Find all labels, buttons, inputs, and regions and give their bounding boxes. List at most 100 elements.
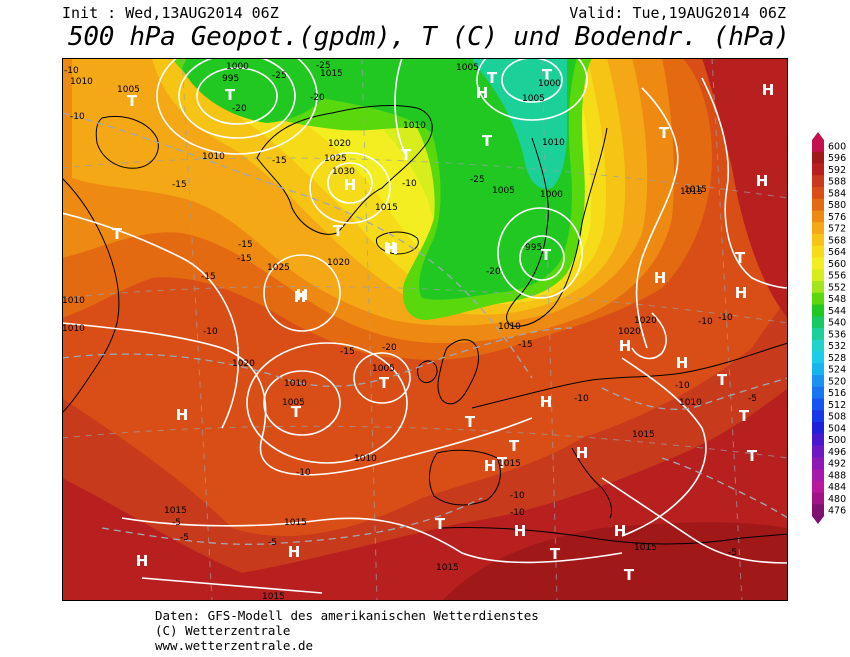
isobar-1020-east (631, 312, 667, 360)
isotherm-label: -10 (64, 66, 79, 76)
isobar-label: 1020 (634, 316, 657, 326)
band-592-east (702, 58, 788, 318)
pressure-centers: H H H H H H H H H H H H H H H H H H H H … (112, 66, 774, 584)
colorbar-swatch (812, 257, 824, 270)
isotherm-label: -10 (718, 313, 733, 323)
low-label: T (112, 225, 123, 243)
high-label: H (384, 239, 397, 257)
isotherm-label: -20 (232, 104, 247, 114)
isobar-low-scand-1 (519, 235, 565, 281)
color-scale: 6005965925885845805765725685645605565525… (812, 132, 846, 524)
colorbar-swatch (812, 375, 824, 388)
colorbar-swatch (812, 198, 824, 211)
colorbar-swatch (812, 433, 824, 446)
colorbar-swatch (812, 210, 824, 223)
colorbar-label: 536 (828, 329, 846, 340)
colorbar-swatch (812, 140, 824, 153)
low-label: T (550, 545, 561, 563)
low-label: T (542, 66, 553, 84)
high-label: H (344, 176, 357, 194)
isobar-label: 1010 (403, 121, 426, 131)
isobar-low-nw-3 (156, 58, 318, 155)
isobar-label: 1015 (632, 430, 655, 440)
isobar-label: 1005 (456, 63, 479, 73)
colorbar-swatch (812, 445, 824, 458)
isobar-label: 1015 (262, 592, 285, 601)
isotherm-label: -10 (698, 317, 713, 327)
colorbar-label: 556 (828, 271, 846, 282)
colorbar-swatch (812, 222, 824, 235)
isobar-label: 1025 (267, 263, 290, 273)
isobar-1010-west (62, 322, 533, 476)
footer: Daten: GFS-Modell des amerikanischen Wet… (155, 608, 539, 653)
colorbar-label: 588 (828, 177, 846, 188)
colorbar-swatch (812, 292, 824, 305)
isobar-low-nw-2 (178, 58, 296, 139)
colorbar-label: 488 (828, 470, 846, 481)
isobar-high-greenland-1 (327, 162, 373, 204)
isobar-label: 1020 (328, 139, 351, 149)
isobar-label: 1020 (618, 327, 641, 337)
colorbar-label: 552 (828, 282, 846, 293)
isobar-labels: 1010 1005 1010 1000 995 1015 1005 1005 1… (62, 62, 707, 601)
colorbar-label: 580 (828, 200, 846, 211)
low-label: T (541, 246, 552, 264)
colorbar-label: 484 (828, 482, 846, 493)
colorbar-swatch (812, 351, 824, 364)
low-label: T (624, 566, 635, 584)
colorbar-swatch (812, 504, 824, 517)
isobar-label: 1015 (436, 563, 459, 573)
low-label: T (497, 454, 508, 472)
europe-coast (471, 342, 788, 409)
isobar-label: 1015 (320, 69, 343, 79)
isotherm-label: -15 (172, 180, 187, 190)
low-label: T (401, 146, 412, 164)
isotherm-label: -25 (470, 175, 485, 185)
isobar-1010-east (635, 87, 679, 349)
high-label: H (762, 81, 775, 99)
north-america-coast (62, 177, 120, 414)
isobar-label: 1005 (522, 94, 545, 104)
isobar-1010-se (621, 357, 707, 537)
low-label: T (717, 371, 728, 389)
colorbar-swatch (812, 386, 824, 399)
isotherm-label: -10 (510, 491, 525, 501)
isotherm-label: -15 (237, 254, 252, 264)
low-label: T (509, 437, 520, 455)
isotherm-label: -5 (180, 533, 189, 543)
low-label: T (379, 374, 390, 392)
weather-map: H H H H H H H H H H H H H H H H H H H H … (62, 58, 788, 601)
isotherm-labels: -10 -10 -25 -15 -15 -15 -15 -10 -15 -20 … (64, 61, 757, 558)
isotherm-label: -15 (201, 272, 216, 282)
isobar-label: 1000 (226, 62, 249, 72)
colorbar-swatch (812, 410, 824, 423)
isobar-low-north-1 (501, 58, 563, 103)
isobar-label: 1000 (540, 190, 563, 200)
isobar-label: 1025 (324, 154, 347, 164)
isobar-low-mid (353, 352, 411, 404)
isotherm-label: -10 (402, 179, 417, 189)
colorbar-label: 476 (828, 506, 846, 517)
low-label: T (487, 69, 498, 87)
isobar-label: 1020 (327, 258, 350, 268)
isotherm-label: -20 (486, 267, 501, 277)
isobar-high-greenland-2 (309, 152, 391, 224)
colorbar-label: 492 (828, 459, 846, 470)
colorbar-label: 508 (828, 412, 846, 423)
isobar-1015-south (121, 517, 623, 564)
canadian-islands (95, 115, 159, 169)
high-label: H (476, 84, 489, 102)
colorbar-swatch (812, 163, 824, 176)
isobar-label: 1015 (164, 506, 187, 516)
colorbar-label: 500 (828, 435, 846, 446)
isobar-1015-se (601, 477, 788, 564)
high-label: H (619, 337, 632, 355)
isotherm-label: -15 (518, 340, 533, 350)
colorbar-label: 560 (828, 259, 846, 270)
iberia-coast (429, 449, 501, 506)
high-label: H (288, 543, 301, 561)
isobar-label: 1010 (284, 379, 307, 389)
colorbar-swatch (812, 480, 824, 493)
isotherm-label: -20 (310, 93, 325, 103)
colorbar-label: 576 (828, 212, 846, 223)
